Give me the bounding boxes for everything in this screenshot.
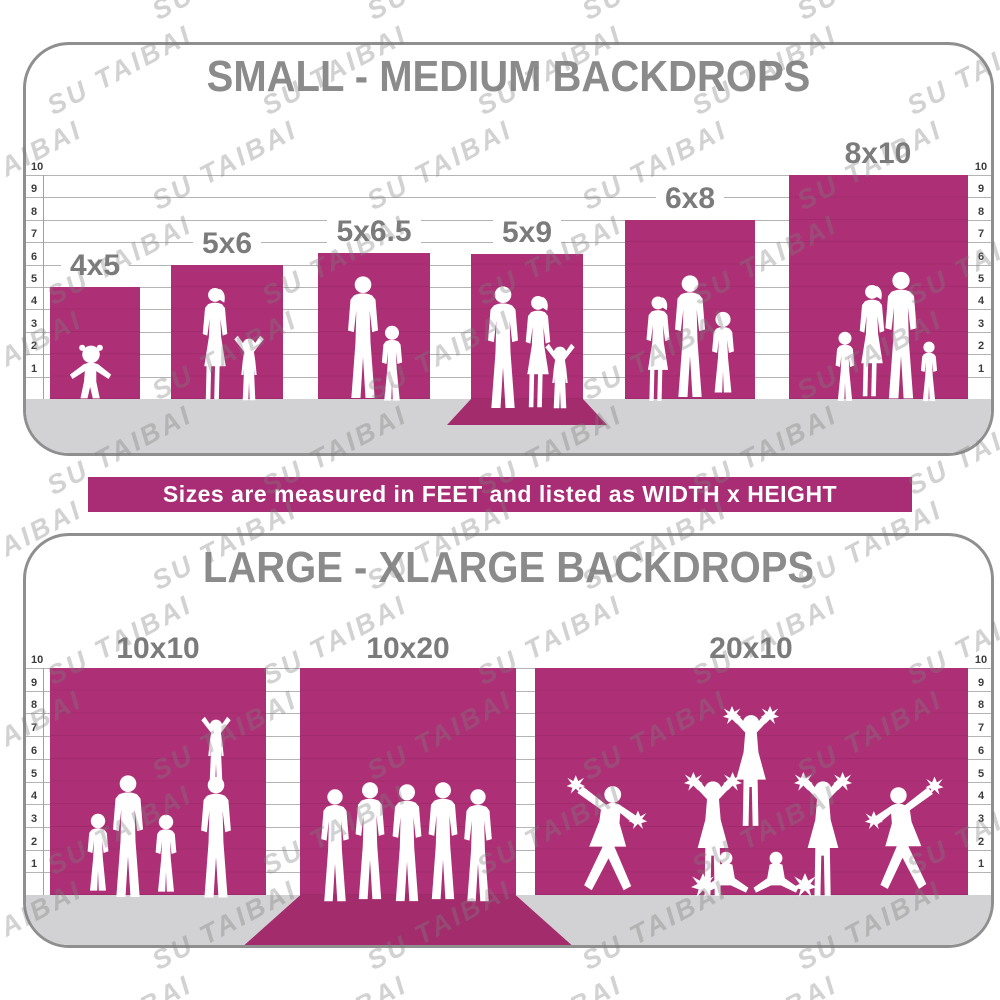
ruler-tick-left-6: 6 (31, 744, 38, 757)
backdrop-10x10 (50, 668, 266, 895)
man-silhouette (455, 784, 501, 908)
boy-silhouette (372, 325, 412, 403)
size-label-4x5: 4x5 (26, 249, 175, 283)
watermark-text: SU TAIBAI (472, 969, 628, 1000)
size-label-5x6: 5x6 (147, 227, 307, 261)
girl-silhouette (146, 808, 186, 900)
ruler-tick-right-2: 2 (977, 340, 985, 353)
ruler-tick-right-10: 10 (974, 161, 988, 173)
ruler-tick-left-5: 5 (31, 273, 38, 285)
cheerleader-pyramid-top-silhouette (715, 706, 787, 830)
ruler-tick-right-7: 7 (977, 228, 985, 241)
ruler-tick-left-6: 6 (31, 250, 38, 263)
ruler-tick-right-1: 1 (977, 858, 985, 871)
ruler-tick-right-8: 8 (977, 205, 985, 218)
watermark-text: SU TAIBAI (362, 0, 518, 27)
watermark-text: SU TAIBAI (902, 969, 1000, 1000)
ruler-tick-right-9: 9 (977, 183, 985, 196)
ruler-tick-right-2: 2 (977, 835, 985, 848)
ruler-tick-left-10: 10 (31, 161, 44, 173)
ruler-tick-left-7: 7 (31, 228, 38, 241)
size-chart-large-xlarge: 10x10 10x20 20x10 1 1 2 2 3 3 4 4 5 (26, 536, 991, 945)
ruler-tick-left-3: 3 (31, 812, 38, 825)
ruler-tick-right-1: 1 (977, 362, 985, 375)
ruler-tick-right-6: 6 (977, 744, 985, 757)
pom-pom-icon (691, 873, 715, 897)
watermark-text: SU TAIBAI (0, 0, 88, 27)
ruler-tick-left-8: 8 (31, 205, 38, 218)
ruler-tick-left-10: 10 (31, 654, 44, 666)
child-arms-up-silhouette (227, 333, 271, 403)
watermark-text: SU TAIBAI (147, 0, 303, 27)
watermark-text: SU TAIBAI (792, 0, 948, 27)
ruler-tick-left-2: 2 (31, 835, 38, 848)
small-medium-panel: SMALL - MEDIUM BACKDROPS 4x5 5x6 5x6.5 5… (23, 42, 994, 456)
ruler-tick-right-6: 6 (977, 250, 985, 263)
ruler-tick-right-4: 4 (977, 295, 985, 308)
backdrop-10x20-floor-sweep (240, 895, 576, 945)
ruler-line (43, 175, 44, 399)
backdrop-4x5 (50, 287, 140, 399)
ruler-tick-right-8: 8 (977, 699, 985, 712)
ruler-tick-right-5: 5 (977, 273, 985, 285)
ruler-tick-left-9: 9 (31, 676, 38, 689)
size-label-20x10: 20x10 (671, 632, 831, 666)
ruler-tick-left-3: 3 (31, 317, 38, 330)
size-info-banner: Sizes are measured in FEET and listed as… (88, 477, 912, 512)
child-arms-up-silhouette (538, 341, 582, 411)
gridline-9ft (26, 197, 991, 199)
ruler-tick-left-8: 8 (31, 699, 38, 712)
watermark-text: SU TAIBAI (687, 969, 843, 1000)
cheerleader-lunge-silhouette (864, 766, 946, 902)
ruler-tick-left-4: 4 (31, 790, 38, 803)
ruler-tick-left-9: 9 (31, 183, 38, 196)
ruler-tick-left-7: 7 (31, 722, 38, 735)
ruler-tick-left-1: 1 (31, 858, 38, 871)
parent-silhouette (191, 776, 241, 900)
backdrop-5x9-floor-sweep (447, 399, 607, 425)
ruler-tick-right-3: 3 (977, 812, 985, 825)
ruler-tick-left-1: 1 (31, 362, 38, 375)
cheerleader-lunge-silhouette (564, 766, 648, 902)
watermark-text: SU TAIBAI (577, 0, 733, 27)
ruler-tick-right-5: 5 (977, 767, 985, 780)
size-label-10x10: 10x10 (78, 632, 238, 666)
boy-silhouette (910, 341, 948, 403)
ruler-tick-right-4: 4 (977, 790, 985, 803)
gridline-10ft (26, 175, 991, 176)
panel-title-small-medium: SMALL - MEDIUM BACKDROPS (206, 53, 811, 101)
watermark-text: SU TAIBAI (257, 969, 413, 1000)
child-on-shoulders-silhouette (192, 714, 240, 784)
panel-title-large-xlarge: LARGE - XLARGE BACKDROPS (202, 544, 815, 592)
ruler-tick-left-4: 4 (31, 295, 38, 308)
backdrop-6x8 (625, 220, 755, 399)
toddler-silhouette (64, 343, 118, 401)
ruler-tick-left-5: 5 (31, 767, 38, 780)
size-chart-small-medium: 4x5 5x6 5x6.5 5x9 6x8 8x10 1 1 2 2 3 3 4 4 5 5 6 6 7… (26, 45, 991, 453)
size-label-10x20: 10x20 (328, 632, 488, 666)
size-info-banner-text: Sizes are measured in FEET and listed as… (162, 481, 838, 507)
size-label-8x10: 8x10 (798, 137, 958, 171)
large-xlarge-panel: LARGE - XLARGE BACKDROPS 10x10 10x20 20x… (23, 533, 994, 948)
size-label-6x8: 6x8 (610, 182, 770, 216)
ruler-tick-right-9: 9 (977, 676, 985, 689)
cheerleader-arms-up-silhouette (786, 772, 860, 900)
size-label-5x6-5: 5x6.5 (294, 215, 454, 249)
ruler-line (43, 668, 44, 895)
ruler-tick-right-3: 3 (977, 317, 985, 330)
boy-silhouette (702, 303, 744, 403)
ruler-tick-left-2: 2 (31, 340, 38, 353)
size-label-5x9: 5x9 (447, 216, 607, 250)
ruler-tick-right-10: 10 (974, 654, 988, 666)
ruler-tick-right-7: 7 (977, 722, 985, 735)
watermark-text: SU TAIBAI (42, 969, 198, 1000)
